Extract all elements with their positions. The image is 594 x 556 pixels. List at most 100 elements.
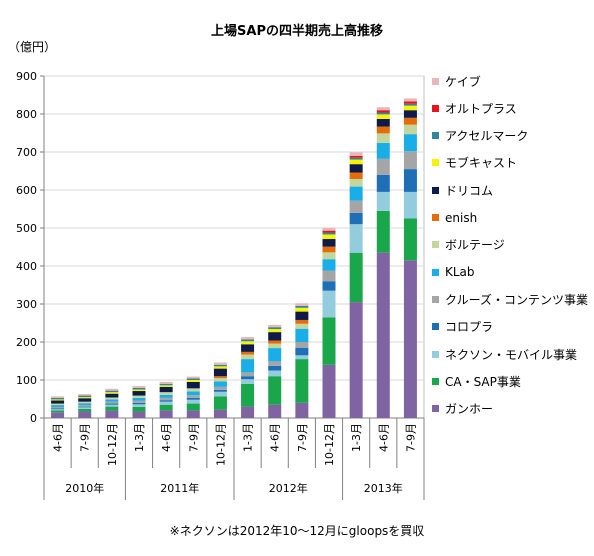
bar-segment: [241, 337, 255, 340]
bar-segment: [295, 359, 309, 403]
bar-segment: [213, 366, 227, 369]
bar-segment: [322, 227, 336, 231]
bar-segment: [159, 381, 173, 384]
y-tick-label: 800: [16, 108, 37, 121]
bar-segment: [105, 399, 119, 402]
bar-segment: [268, 361, 282, 366]
bar-segment: [241, 376, 255, 380]
legend-item: ボルテージ: [432, 236, 505, 254]
bar-segment: [51, 410, 65, 413]
bar-segment: [322, 290, 336, 318]
x-tick-label: 1-3月: [242, 423, 255, 452]
bar-segment: [376, 142, 390, 159]
x-tick-label: 10-12月: [106, 423, 119, 466]
bar-segment: [241, 344, 255, 352]
bar-segment: [186, 403, 200, 411]
bar-segment: [159, 385, 173, 387]
bar-segment: [322, 317, 336, 365]
bar-segment: [51, 408, 65, 410]
y-tick-label: 400: [16, 260, 37, 273]
bar-segment: [159, 410, 173, 418]
bar-segment: [295, 355, 309, 360]
bar-segment: [213, 376, 227, 379]
bar-segment: [268, 324, 282, 328]
bar-segment: [213, 409, 227, 418]
legend-label: ケイブ: [445, 74, 481, 89]
bar-segment: [322, 270, 336, 282]
bar-segment: [159, 394, 173, 398]
bar-segment: [241, 339, 255, 342]
bar-segment: [349, 252, 363, 303]
bar-segment: [268, 348, 282, 362]
bar-segment: [349, 200, 363, 213]
legend-item: ケイブ: [432, 72, 481, 90]
bar-segment: [241, 406, 255, 418]
bar-segment: [241, 341, 255, 345]
legend-label: KLab: [445, 265, 475, 280]
y-tick-label: 700: [16, 146, 37, 159]
bar-segment: [213, 378, 227, 382]
bar-segment: [132, 387, 146, 390]
bar-segment: [132, 400, 146, 403]
bar-segment: [51, 403, 65, 406]
bar-segment: [349, 212, 363, 225]
bar-segment: [403, 124, 417, 135]
bar-segment: [403, 98, 417, 102]
bar-segment: [295, 347, 309, 356]
bar-segment: [78, 407, 92, 409]
bar-segment: [213, 391, 227, 397]
bar-segment: [322, 246, 336, 253]
legend-item: モブキャスト: [432, 154, 517, 172]
bar-segment: [132, 404, 146, 407]
x-tick-label: 1-3月: [350, 423, 363, 452]
bar-segment: [376, 112, 390, 115]
y-tick-label: 200: [16, 336, 37, 349]
bar-segment: [268, 404, 282, 418]
bar-segment: [295, 307, 309, 312]
y-tick-label: 900: [16, 70, 37, 83]
bar-segment: [241, 351, 255, 355]
legend-item: オルトプラス: [432, 99, 517, 117]
legend-swatch: [432, 77, 439, 85]
legend-label: アクセルマーク: [445, 129, 529, 144]
bar-segment: [132, 411, 146, 418]
legend-item: アクセルマーク: [432, 127, 528, 145]
y-tick-label: 300: [16, 298, 37, 311]
bar-segment: [376, 158, 390, 175]
legend-swatch: [432, 323, 439, 331]
bar-segment: [213, 396, 227, 410]
bar-segment: [186, 391, 200, 396]
bar-segment: [159, 404, 173, 411]
bar-segment: [322, 234, 336, 240]
bar-segment: [403, 117, 417, 125]
bar-segment: [268, 327, 282, 330]
bar-segment: [376, 210, 390, 253]
bar-segment: [105, 390, 119, 393]
bar-segment: [51, 399, 65, 401]
bar-segment: [132, 402, 146, 405]
bar-segment: [322, 232, 336, 235]
x-group-label: 2012年: [269, 481, 308, 495]
bar-segment: [349, 152, 363, 156]
bar-segment: [51, 400, 65, 404]
bar-segment: [51, 412, 65, 418]
bar-segment: [78, 403, 92, 406]
legend-swatch: [432, 405, 439, 413]
x-group-label: 2010年: [65, 481, 104, 495]
bar-segment: [295, 328, 309, 342]
bar-segment: [376, 118, 390, 127]
legend-label: クルーズ・コンテンツ事業: [445, 292, 589, 307]
bar-segment: [349, 164, 363, 173]
bar-segment: [241, 372, 255, 377]
legend-label: オルトプラス: [445, 101, 517, 116]
legend-label: コロプラ: [445, 320, 494, 335]
bar-segment: [349, 186, 363, 201]
bar-segment: [403, 101, 417, 104]
bar-segment: [403, 103, 417, 106]
legend-item: ドリコム: [432, 181, 493, 199]
bar-segment: [105, 392, 119, 394]
legend-swatch: [432, 241, 439, 249]
legend-label: CA・SAP事業: [445, 374, 521, 389]
bar-segment: [268, 365, 282, 371]
